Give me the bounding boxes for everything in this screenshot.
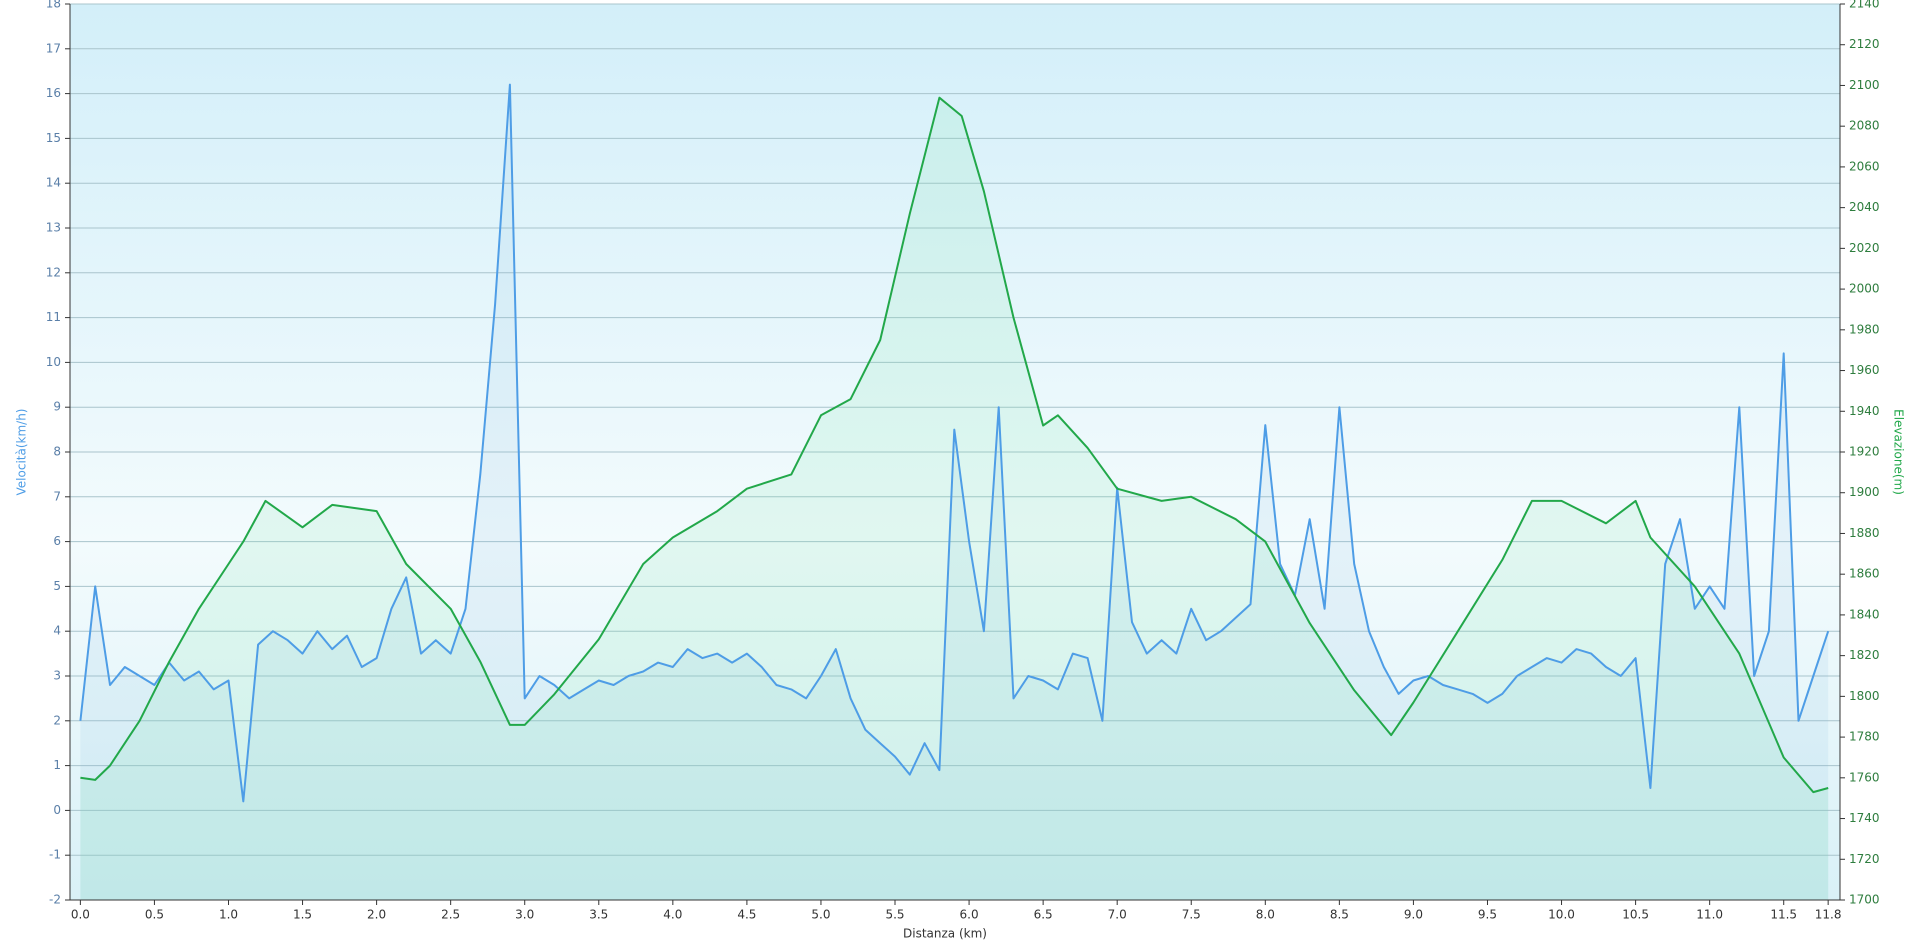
y2-tick-label: 1840 [1849, 607, 1880, 621]
y2-tick-label: 1860 [1849, 567, 1880, 581]
y2-tick-label: 1980 [1849, 322, 1880, 336]
x-tick-label: 7.0 [1108, 908, 1127, 922]
x-tick-label: 3.5 [589, 908, 608, 922]
y2-tick-label: 1880 [1849, 526, 1880, 540]
y2-tick-label: 2000 [1849, 282, 1880, 296]
y-tick-label: 12 [46, 265, 61, 279]
x-tick-label: 2.0 [367, 908, 386, 922]
x-tick-label: 4.0 [663, 908, 682, 922]
x-tick-label: 5.0 [811, 908, 830, 922]
y-tick-label: 9 [53, 400, 61, 414]
y2-tick-label: 2100 [1849, 78, 1880, 92]
x-tick-label: 2.5 [441, 908, 460, 922]
y2-tick-label: 1700 [1849, 893, 1880, 907]
x-tick-label: 6.5 [1034, 908, 1053, 922]
y2-tick-label: 1960 [1849, 363, 1880, 377]
y2-tick-label: 1940 [1849, 404, 1880, 418]
y-tick-label: 2 [53, 713, 61, 727]
y-tick-label: 17 [46, 41, 61, 55]
y2-tick-label: 1920 [1849, 445, 1880, 459]
y-tick-label: 13 [46, 221, 61, 235]
y2-tick-label: 1760 [1849, 770, 1880, 784]
y2-axis-label: Elevazione(m) [1892, 409, 1906, 495]
y-tick-label: 15 [46, 131, 61, 145]
y-tick-label: -1 [49, 848, 61, 862]
x-tick-label: 8.5 [1330, 908, 1349, 922]
y2-tick-label: 2060 [1849, 159, 1880, 173]
series-line [79, 83, 1830, 803]
x-tick-label: 5.5 [885, 908, 904, 922]
y-tick-label: 5 [53, 579, 61, 593]
x-tick-label: 0.0 [71, 908, 90, 922]
x-tick-label: 10.0 [1548, 908, 1575, 922]
y-tick-label: 11 [46, 310, 61, 324]
x-tick-label: 11.8 [1815, 908, 1842, 922]
y2-tick-label: 2140 [1849, 0, 1880, 11]
y2-tick-label: 1900 [1849, 485, 1880, 499]
x-tick-label: 1.5 [293, 908, 312, 922]
y2-tick-label: 1800 [1849, 689, 1880, 703]
y-tick-label: 8 [53, 445, 61, 459]
y2-tick-label: 1740 [1849, 811, 1880, 825]
y-tick-label: 0 [53, 803, 61, 817]
x-tick-label: 6.0 [960, 908, 979, 922]
y-tick-label: 16 [46, 86, 61, 100]
y-tick-label: 7 [53, 489, 61, 503]
y2-tick-label: 2080 [1849, 119, 1880, 133]
y-tick-label: 1 [53, 758, 61, 772]
x-tick-label: 7.5 [1182, 908, 1201, 922]
x-tick-label: 10.5 [1622, 908, 1649, 922]
y-tick-label: 10 [46, 355, 61, 369]
y2-tick-label: 1720 [1849, 852, 1880, 866]
series-line [80, 96, 1829, 794]
x-tick-label: 9.5 [1478, 908, 1497, 922]
x-tick-label: 8.0 [1256, 908, 1275, 922]
x-tick-label: 3.0 [515, 908, 534, 922]
x-tick-label: 11.5 [1770, 908, 1797, 922]
x-tick-label: 1.0 [219, 908, 238, 922]
x-tick-label: 4.5 [737, 908, 756, 922]
y-axis-label: Velocità(km/h) [15, 409, 29, 496]
y2-tick-label: 1780 [1849, 730, 1880, 744]
y2-tick-label: 1820 [1849, 648, 1880, 662]
x-tick-label: 9.0 [1404, 908, 1423, 922]
x-axis-label: Distanza (km) [903, 927, 987, 941]
y2-tick-label: 2020 [1849, 241, 1880, 255]
y2-tick-label: 2120 [1849, 37, 1880, 51]
x-tick-label: 0.5 [145, 908, 164, 922]
series-area [80, 84, 1829, 901]
x-tick-label: 11.0 [1696, 908, 1723, 922]
y-tick-label: -2 [49, 893, 61, 907]
y-tick-label: 6 [53, 534, 61, 548]
y-tick-label: 14 [46, 176, 61, 190]
y-tick-label: 3 [53, 669, 61, 683]
y-tick-label: 4 [53, 624, 61, 638]
y-tick-label: 18 [46, 0, 61, 11]
series-area [80, 97, 1829, 900]
y2-tick-label: 2040 [1849, 200, 1880, 214]
